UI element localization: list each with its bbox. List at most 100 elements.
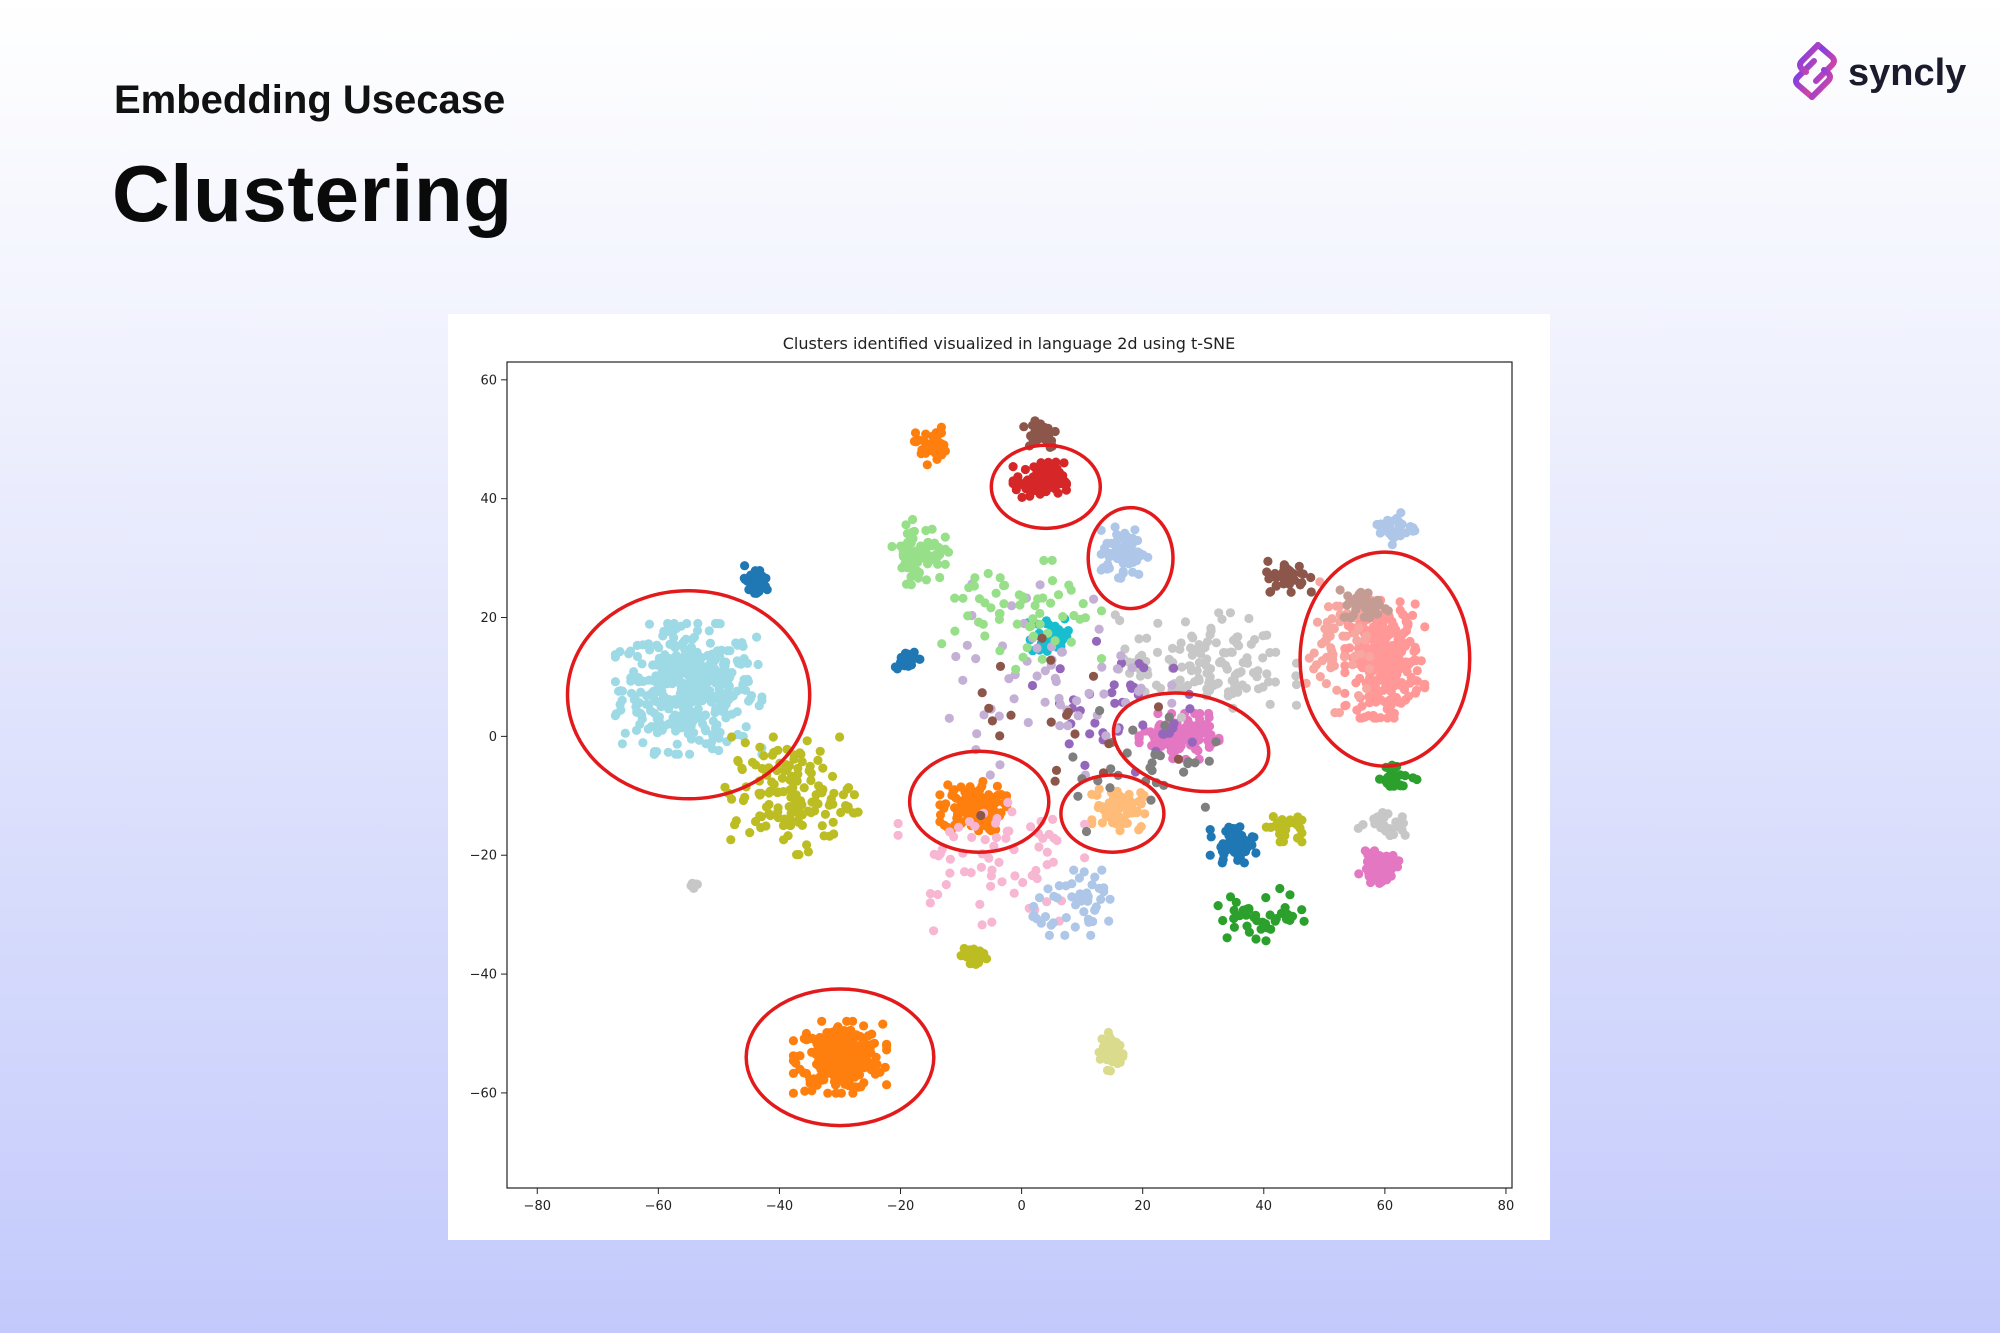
data-point-red-top — [1012, 481, 1022, 491]
data-point-lightblue-left — [652, 728, 662, 738]
data-point-lightblue-left — [614, 686, 624, 696]
data-point-rosybrown-right — [1364, 597, 1374, 608]
data-point-olive-lower-left — [789, 754, 799, 764]
brand-logo[interactable]: syncly — [1788, 40, 1968, 106]
data-point-red-top — [1028, 472, 1038, 482]
data-point-gray-right — [1379, 812, 1389, 823]
data-point-orange-mid — [939, 803, 949, 813]
data-point-pink-right — [1394, 664, 1404, 674]
x-tick-label: −60 — [645, 1199, 672, 1214]
data-point-lightpink-scatter — [1042, 897, 1052, 907]
data-point-lightpink-scatter — [992, 813, 1002, 824]
data-point-brown-scatter — [995, 661, 1006, 671]
data-point-lavender-scatter — [1007, 601, 1017, 611]
data-point-gray-light — [1225, 608, 1235, 618]
highlight-ellipse-4 — [989, 443, 1103, 531]
slide-title: Clustering — [112, 149, 513, 238]
data-point-olive-lower-left — [842, 784, 852, 794]
data-point-darkblue-top — [749, 578, 759, 588]
data-point-red-top — [1052, 464, 1062, 474]
data-point-olive-lower-left — [740, 738, 750, 748]
data-point-orange-bottom — [851, 1043, 861, 1053]
data-point-orange-bottom — [839, 1054, 850, 1064]
data-point-lightpink-scatter — [941, 880, 951, 890]
data-point-lightgreen-mid — [950, 626, 960, 636]
data-point-darkblue-lower — [1205, 850, 1215, 860]
data-point-brown-top — [1019, 422, 1029, 432]
data-point-lightblue-left — [714, 684, 724, 694]
data-point-gray-light — [1202, 654, 1212, 664]
data-point-steelblue-top — [1128, 533, 1138, 544]
data-point-lightblue-left — [694, 713, 704, 723]
data-point-steelblue-top — [1130, 525, 1140, 535]
data-point-lightblue-left — [704, 626, 714, 636]
data-point-olive-lower-left — [772, 787, 782, 798]
data-point-lightblue-left — [610, 711, 620, 721]
data-point-gray-light — [1164, 654, 1174, 664]
data-point-pink-right — [1391, 693, 1401, 703]
data-point-darkgray-mid — [1128, 725, 1138, 735]
data-point-orange-bottom — [824, 1065, 834, 1076]
data-point-red-top — [1008, 462, 1018, 472]
data-point-magenta-lower — [1364, 867, 1374, 878]
data-point-olive-lower-left — [802, 840, 812, 850]
data-point-lavender-scatter — [994, 711, 1004, 721]
data-point-lightblue-left — [718, 659, 728, 670]
data-point-brown-top — [1030, 416, 1040, 426]
data-points — [610, 416, 1430, 1098]
data-point-lavender-scatter — [1073, 711, 1083, 721]
data-point-brown-scatter — [1088, 671, 1099, 681]
data-point-magenta-mid — [1201, 726, 1211, 736]
data-point-olive-lower-left — [824, 800, 834, 810]
data-point-lightgreen-mid — [1025, 622, 1035, 632]
data-point-lavender-scatter — [979, 710, 989, 720]
data-point-lightblue-mid-scatter — [1083, 914, 1093, 925]
data-point-magenta-lower — [1394, 856, 1404, 866]
data-point-green-scatter — [1229, 922, 1239, 932]
data-point-brown-scatter — [1153, 702, 1164, 712]
slide-subtitle: Embedding Usecase — [114, 78, 506, 122]
data-point-lightblue-left — [753, 659, 763, 670]
data-point-olive-lower-left — [777, 773, 787, 783]
data-point-pink-right — [1365, 698, 1375, 708]
data-point-lightpink-scatter — [987, 917, 997, 927]
data-point-olive-lower-left — [828, 817, 838, 827]
data-point-lavender-scatter — [1057, 647, 1067, 657]
data-point-lightblue-left — [712, 720, 722, 730]
data-point-olive-bottom — [979, 948, 989, 959]
data-point-green-scatter — [1229, 913, 1239, 924]
data-point-olive-lower-left — [745, 828, 755, 838]
data-point-khaki-bottom — [1111, 1056, 1121, 1066]
data-point-gray-right — [1400, 830, 1410, 840]
data-point-peach-mid — [1130, 806, 1140, 816]
data-point-salmon-right — [1312, 617, 1323, 627]
data-point-red-top — [1044, 463, 1054, 473]
data-point-steelblue-right — [1389, 515, 1400, 525]
data-point-gray-light — [1221, 648, 1231, 658]
data-point-olive-lower-left — [755, 742, 765, 752]
data-point-steelblue-top — [1096, 525, 1106, 535]
data-point-pink-right — [1341, 700, 1351, 710]
data-point-lightgreen-mid — [1050, 636, 1060, 646]
data-point-steelblue-right — [1387, 540, 1397, 550]
data-point-darkblue-lower — [1251, 848, 1261, 858]
data-point-lightgreen-mid — [999, 581, 1009, 591]
data-point-lightblue-left — [626, 673, 636, 683]
data-point-lightgreen-mid — [1064, 580, 1074, 590]
data-point-peach-mid — [1140, 809, 1150, 819]
data-point-lightpink-scatter — [1010, 871, 1020, 881]
data-point-magenta-lower — [1382, 875, 1392, 885]
data-point-lightpink-scatter — [1032, 873, 1042, 884]
data-point-gray-light — [1152, 647, 1163, 657]
data-point-lightgreen-mid — [1046, 598, 1056, 608]
data-point-salmon-right — [1350, 651, 1360, 661]
y-tick-label: 60 — [480, 373, 497, 388]
data-point-lightblue-left — [644, 700, 654, 710]
y-tick-label: −40 — [470, 968, 497, 983]
data-point-purple-mid — [1185, 704, 1195, 714]
data-point-olive-lower-left — [849, 808, 859, 818]
data-point-green-scatter — [1265, 910, 1275, 920]
data-point-green-left-top — [902, 529, 912, 539]
data-point-gray-light — [1214, 608, 1224, 618]
data-point-gray-light — [1232, 668, 1243, 678]
